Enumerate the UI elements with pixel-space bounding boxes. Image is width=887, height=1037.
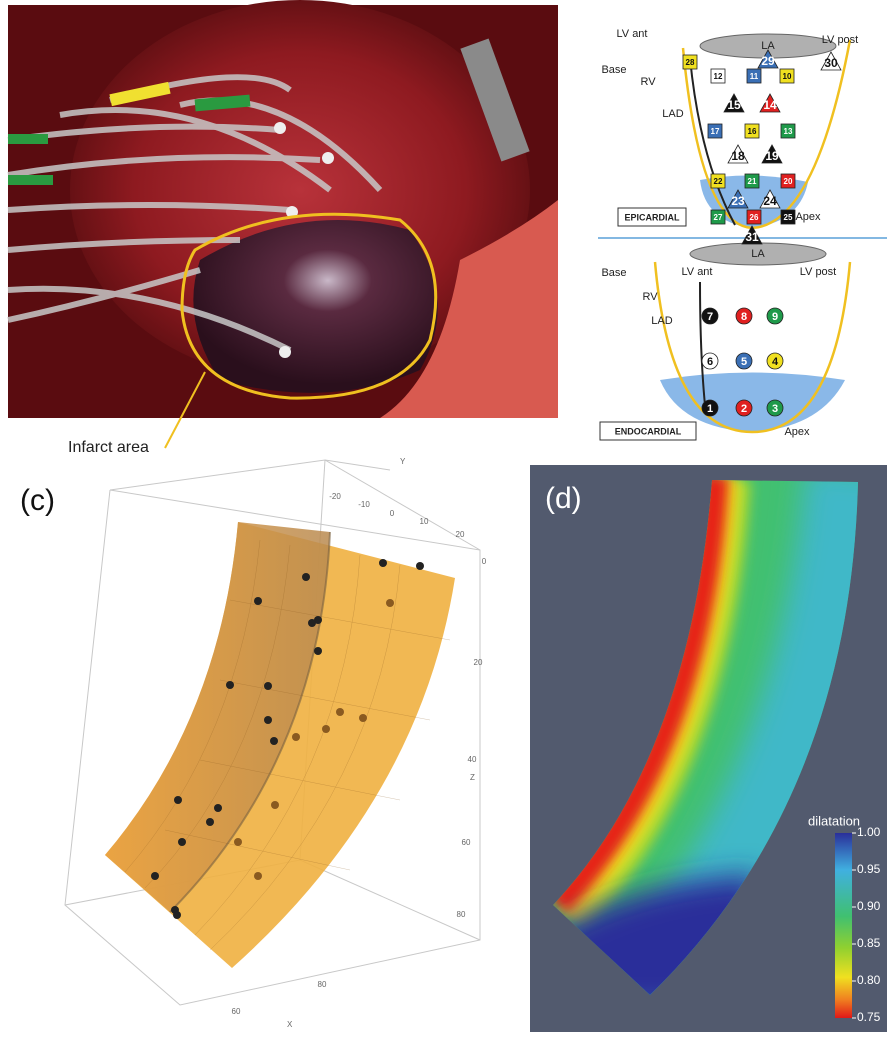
diagram-label: RV xyxy=(642,291,658,303)
y-tick-label: 10 xyxy=(420,517,429,526)
diagram-label: LV post xyxy=(800,266,837,278)
marker-label: 21 xyxy=(748,177,757,186)
diagram-label: LV ant xyxy=(682,266,713,278)
z-tick-label: 40 xyxy=(468,755,477,764)
diagram-label: LV ant xyxy=(617,28,648,40)
z-tick-label: 60 xyxy=(462,838,471,847)
marker-label: 25 xyxy=(784,213,793,222)
colorbar-tick-label: 0.85 xyxy=(857,936,881,950)
x-axis-title: X xyxy=(287,1020,293,1029)
marker-label: 16 xyxy=(748,127,757,136)
infarct-tissue xyxy=(193,220,437,393)
y-axis-title: Y xyxy=(400,457,406,466)
surface-panel: (c) xyxy=(20,460,480,1005)
diagram-label: Base xyxy=(601,267,626,279)
page: Infarct area (c) dilatation (d) xyxy=(0,0,887,1032)
marker-label: 26 xyxy=(750,213,759,222)
y-tick-label: -20 xyxy=(329,492,341,501)
diagram-label: Base xyxy=(601,64,626,76)
panel-label: (c) xyxy=(20,484,55,517)
field-panel: dilatation (d) xyxy=(530,465,887,1032)
marker-label: 12 xyxy=(714,72,723,81)
marker-label: 3 xyxy=(772,403,778,415)
marker-label: 29 xyxy=(761,54,775,68)
marker-label: 20 xyxy=(784,177,793,186)
diagram-label: LAD xyxy=(662,108,683,120)
diagram-title: ENDOCARDIAL xyxy=(615,426,682,436)
diagram-label: Apex xyxy=(784,426,810,438)
marker-label: 2 xyxy=(741,403,747,415)
colorbar-tick-label: 0.80 xyxy=(857,973,881,987)
colorbar-tick-label: 0.95 xyxy=(857,862,881,876)
photo-panel: Infarct area xyxy=(8,0,558,456)
marker-label: 19 xyxy=(765,149,779,163)
colorbar-tick-label: 0.90 xyxy=(857,899,881,913)
marker-label: 7 xyxy=(707,311,713,323)
marker-label: 5 xyxy=(741,356,747,368)
marker-label: 30 xyxy=(824,56,838,70)
diagram-label: LAD xyxy=(651,315,672,327)
x-tick-label: 80 xyxy=(318,980,327,989)
panel-label: (d) xyxy=(545,482,582,515)
y-tick-label: 20 xyxy=(456,530,465,539)
diagram-label: LV post xyxy=(822,34,859,46)
diagram-label: LA xyxy=(751,248,765,260)
diagram-label: Apex xyxy=(795,211,821,223)
marker-label: 31 xyxy=(745,230,759,244)
figure: Infarct area (c) dilatation (d) xyxy=(0,0,887,1032)
y-tick-label: -10 xyxy=(358,500,370,509)
marker-label: 1 xyxy=(707,403,713,415)
wire-sleeve xyxy=(8,134,48,144)
annotation: Infarct area xyxy=(68,439,149,456)
colorbar xyxy=(835,833,852,1018)
marker-label: 6 xyxy=(707,356,713,368)
z-axis-title: Z xyxy=(470,773,475,782)
diagram-label: RV xyxy=(640,76,656,88)
x-tick-label: 60 xyxy=(232,1007,241,1016)
marker-label: 9 xyxy=(772,311,778,323)
marker-label: 24 xyxy=(763,194,777,208)
wire-sleeve xyxy=(8,175,53,185)
colorbar-tick-label: 0.75 xyxy=(857,1010,881,1024)
colorbar-title: dilatation xyxy=(808,813,860,828)
marker-label: 15 xyxy=(727,98,741,112)
marker-label: 11 xyxy=(750,72,759,81)
z-tick-label: 20 xyxy=(474,658,483,667)
marker-label: 22 xyxy=(714,177,723,186)
marker-label: 17 xyxy=(711,127,720,136)
z-tick-label: 80 xyxy=(457,910,466,919)
marker-label: 13 xyxy=(784,127,793,136)
z-tick-label: 0 xyxy=(482,557,487,566)
marker-label: 28 xyxy=(686,58,695,67)
marker-label: 27 xyxy=(714,213,723,222)
marker-label: 14 xyxy=(763,98,777,112)
diagram-title: EPICARDIAL xyxy=(624,212,680,222)
marker-label: 10 xyxy=(783,72,792,81)
marker-label: 4 xyxy=(772,356,779,368)
marker-label: 23 xyxy=(731,194,745,208)
marker-label: 8 xyxy=(741,311,747,323)
y-tick-label: 0 xyxy=(390,509,395,518)
colorbar-tick-label: 1.00 xyxy=(857,825,881,839)
marker-label: 18 xyxy=(731,149,745,163)
diagram-panel xyxy=(598,34,887,440)
